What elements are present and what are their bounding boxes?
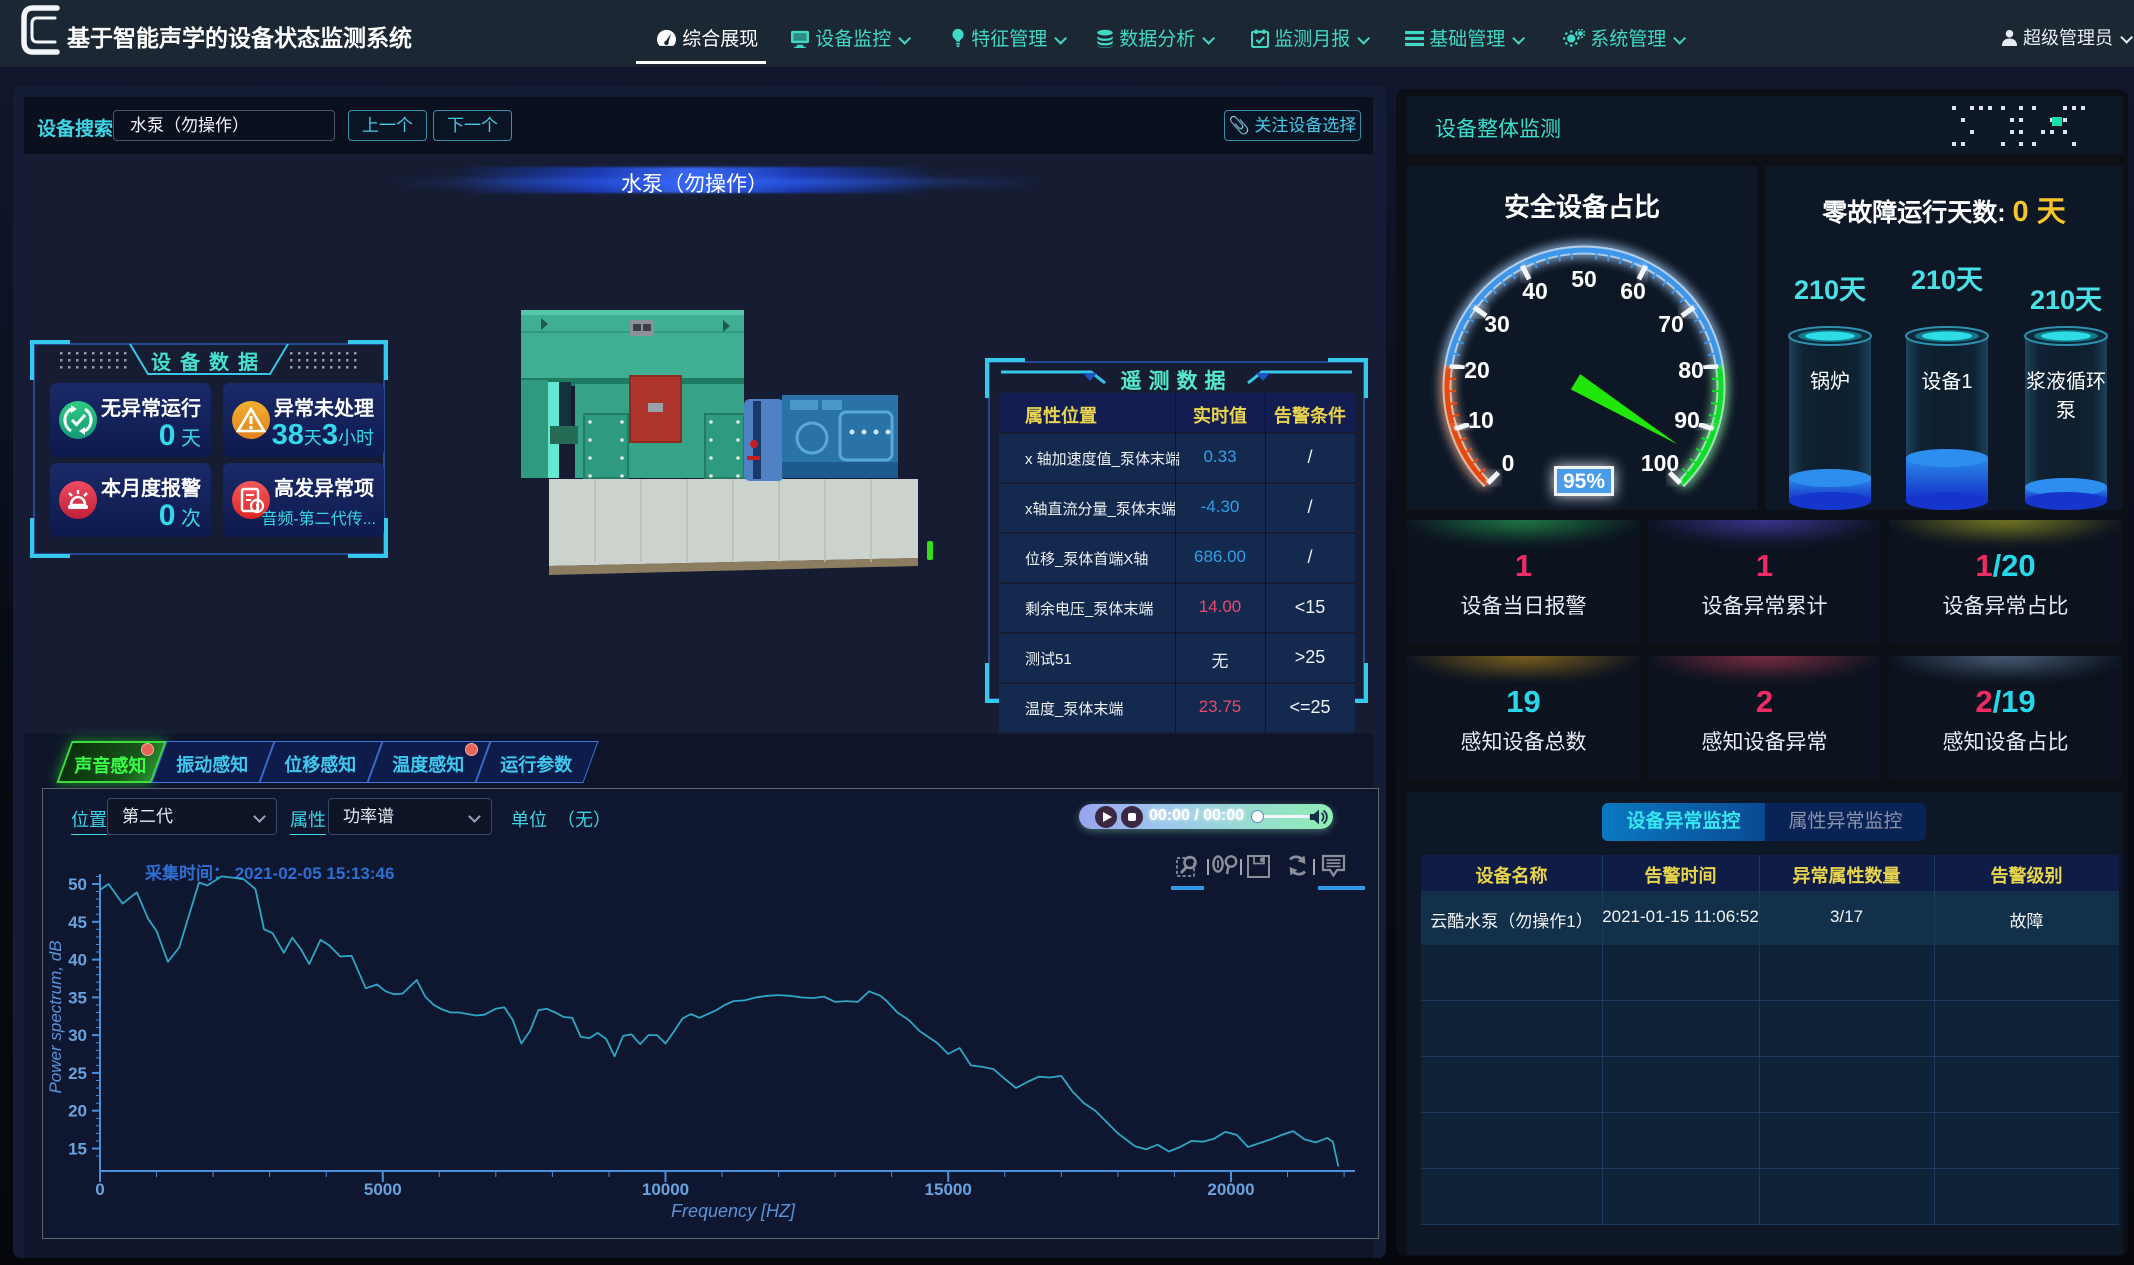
svg-text:45: 45	[68, 913, 87, 932]
svg-text:0: 0	[1502, 450, 1515, 476]
svg-text:10: 10	[1468, 407, 1494, 433]
svg-text:5000: 5000	[364, 1180, 402, 1199]
svg-text:100: 100	[1641, 450, 1679, 476]
svg-text:80: 80	[1678, 357, 1704, 383]
svg-text:20: 20	[68, 1102, 87, 1121]
svg-text:15: 15	[68, 1140, 87, 1159]
svg-text:25: 25	[68, 1064, 87, 1083]
svg-text:70: 70	[1658, 311, 1684, 337]
svg-text:90: 90	[1674, 407, 1700, 433]
svg-text:15000: 15000	[925, 1180, 972, 1199]
svg-text:20000: 20000	[1207, 1180, 1254, 1199]
svg-text:0: 0	[95, 1180, 104, 1199]
svg-text:40: 40	[1522, 278, 1548, 304]
svg-text:50: 50	[1571, 266, 1597, 292]
svg-text:50: 50	[68, 875, 87, 894]
svg-text:30: 30	[68, 1026, 87, 1045]
svg-text:10000: 10000	[642, 1180, 689, 1199]
svg-text:Power spectrum, dB: Power spectrum, dB	[46, 940, 65, 1093]
svg-text:60: 60	[1620, 278, 1646, 304]
svg-text:20: 20	[1464, 357, 1490, 383]
svg-text:30: 30	[1484, 311, 1510, 337]
svg-text:40: 40	[68, 951, 87, 970]
svg-text:Frequency [HZ]: Frequency [HZ]	[671, 1201, 796, 1221]
svg-text:35: 35	[68, 988, 87, 1007]
